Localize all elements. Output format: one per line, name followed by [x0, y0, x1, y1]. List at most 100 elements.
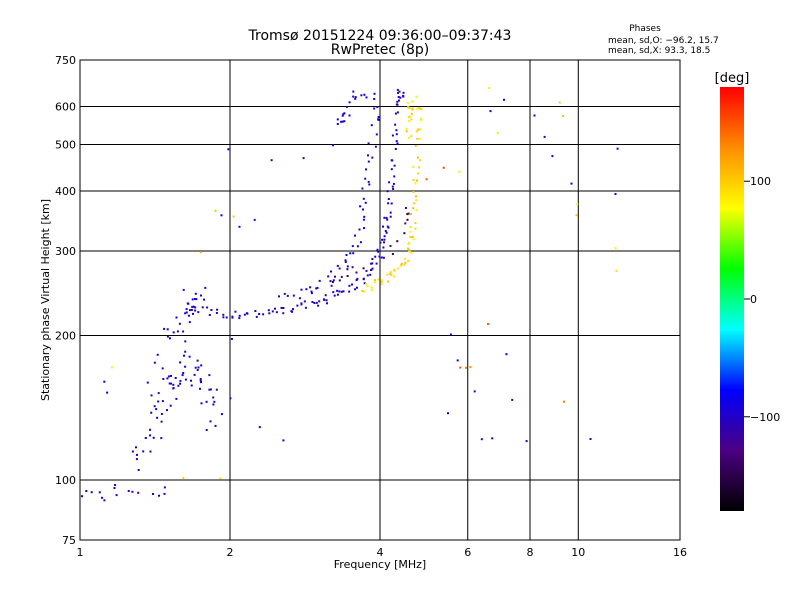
- scatter-point: [365, 282, 368, 285]
- scatter-point: [342, 113, 345, 116]
- scatter-point: [167, 375, 170, 378]
- scatter-point: [377, 118, 380, 121]
- scatter-point: [195, 298, 198, 301]
- scatter-point: [390, 168, 393, 171]
- scatter-point: [345, 105, 348, 108]
- scatter-point: [290, 310, 293, 313]
- scatter-point: [127, 490, 130, 492]
- scatter-point: [377, 250, 380, 253]
- scatter-point: [388, 181, 391, 184]
- scatter-point: [283, 292, 286, 295]
- scatter-point: [327, 275, 330, 278]
- scatter-point: [246, 312, 249, 315]
- scatter-point: [412, 179, 415, 182]
- scatter-point: [146, 381, 149, 384]
- scatter-point: [383, 241, 385, 244]
- scatter-point: [323, 298, 325, 301]
- scatter-point: [338, 279, 341, 282]
- scatter-point: [346, 268, 349, 271]
- scatter-point: [199, 379, 202, 382]
- scatter-point: [310, 292, 313, 295]
- scatter-point: [98, 491, 101, 494]
- scatter-point: [346, 275, 349, 277]
- scatter-point: [131, 490, 134, 493]
- scatter-point: [362, 277, 365, 280]
- scatter-point: [187, 314, 190, 317]
- scatter-point: [286, 294, 289, 297]
- grid-layer: [80, 60, 680, 540]
- scatter-point: [354, 234, 356, 237]
- scatter-point: [177, 384, 180, 387]
- scatter-point: [396, 111, 399, 114]
- scatter-point: [192, 305, 195, 308]
- scatter-point: [330, 284, 333, 287]
- scatter-point: [232, 215, 235, 218]
- scatter-point: [200, 364, 203, 367]
- scatter-point: [406, 101, 409, 104]
- scatter-point: [416, 137, 419, 140]
- scatter-point: [234, 310, 237, 313]
- scatter-point: [343, 120, 346, 123]
- scatter-point: [349, 252, 352, 255]
- scatter-point: [394, 148, 397, 150]
- scatter-point: [348, 114, 351, 117]
- scatter-point: [176, 330, 179, 333]
- phase-stats-heading: Phases: [629, 24, 661, 34]
- scatter-point: [184, 340, 187, 343]
- scatter-point: [362, 208, 364, 211]
- scatter-point: [157, 400, 160, 403]
- scatter-point: [194, 306, 197, 309]
- scatter-point: [305, 288, 308, 291]
- scatter-point: [417, 128, 420, 131]
- scatter-point: [162, 378, 165, 380]
- scatter-point: [348, 101, 351, 104]
- scatter-point: [396, 240, 399, 243]
- scatter-point: [158, 494, 160, 497]
- scatter-point: [387, 202, 390, 205]
- x-tick-label: 1: [77, 546, 84, 559]
- scatter-point: [615, 269, 618, 272]
- scatter-point: [488, 87, 491, 90]
- scatter-point: [489, 110, 492, 113]
- scatter-point: [384, 230, 387, 232]
- scatter-point: [193, 298, 196, 300]
- scatter-point: [302, 157, 305, 160]
- scatter-point: [152, 436, 155, 439]
- x-tick-label: 2: [227, 546, 234, 559]
- y-tick-label: 100: [55, 474, 76, 487]
- scatter-point: [409, 230, 412, 233]
- scatter-point: [343, 112, 346, 115]
- scatter-point: [190, 308, 193, 311]
- scatter-point: [364, 201, 367, 204]
- scatter-point: [296, 304, 299, 307]
- scatter-point: [355, 279, 358, 282]
- scatter-point: [409, 115, 412, 118]
- scatter-point: [391, 185, 394, 188]
- scatter-point: [161, 400, 164, 403]
- scatter-point: [383, 216, 386, 219]
- scatter-point: [354, 96, 357, 99]
- scatter-point: [268, 312, 271, 315]
- phase-stats-o: mean, sd,O: −96.2, 15.7: [608, 36, 719, 46]
- scatter-point: [363, 215, 366, 218]
- scatter-point: [192, 312, 194, 315]
- scatter-point: [340, 275, 343, 278]
- scatter-point: [172, 331, 175, 334]
- scatter-point: [338, 290, 341, 293]
- x-tick-label: 6: [464, 546, 471, 559]
- scatter-point: [491, 437, 494, 440]
- x-tick-label: 8: [527, 546, 534, 559]
- scatter-point: [473, 390, 476, 393]
- scatter-point: [190, 379, 192, 382]
- scatter-point: [375, 133, 378, 136]
- scatter-point: [336, 293, 339, 296]
- scatter-point: [589, 438, 592, 440]
- scatter-point: [209, 420, 212, 423]
- scatter-point: [418, 106, 421, 109]
- scatter-point: [396, 88, 399, 91]
- scatter-point: [394, 123, 397, 126]
- scatter-point: [131, 450, 134, 453]
- scatter-point: [456, 359, 459, 362]
- scatter-point: [410, 112, 413, 115]
- scatter-point: [229, 397, 232, 400]
